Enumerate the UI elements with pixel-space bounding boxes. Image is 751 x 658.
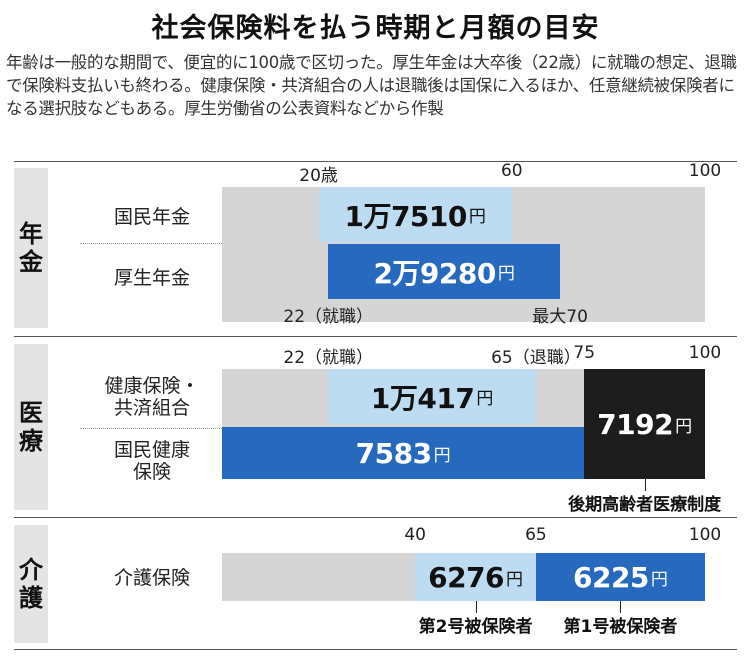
callout-care-insured: 第1号被保険者 (563, 617, 678, 637)
tick-label: 65 (525, 525, 547, 545)
tick-label: 60 (500, 161, 523, 181)
section-tab-care: 介 護 (14, 525, 48, 643)
tick-label: 40 (404, 525, 427, 545)
row-label-line: 共済組合 (113, 397, 190, 419)
section-tab-medical: 医 療 (14, 344, 48, 510)
bar-care-1st-insured: 6225 円 (535, 553, 705, 601)
bar-amount-label: 1万417 (370, 381, 475, 415)
tick-label: 100 (688, 161, 722, 181)
bar-amount-label: 7192 (597, 407, 674, 441)
tick-label-bottom: 最大70 (532, 307, 588, 327)
chart-description: 年齢は一般的な期間で、便宜的に100歳で区切った。厚生年金は大卒後（22歳）に就… (6, 53, 737, 118)
bar-national-pension: 1万7510 円 (318, 187, 512, 242)
tick-label: 20歳 (299, 166, 338, 186)
row-label-line: 国民年金 (113, 206, 190, 228)
bar-amount-unit: 円 (675, 416, 693, 437)
bar-amount-unit: 円 (476, 389, 494, 409)
row-divider (80, 243, 222, 244)
section-tab-char: 医 (19, 399, 43, 427)
section-tab-pension: 年 金 (14, 168, 48, 328)
bar-employee-pension: 2万9280 円 (328, 244, 561, 299)
bar-late-elderly-medical: 7192 円 (584, 369, 705, 479)
tick-label: 75 (573, 343, 596, 363)
tick-label: 100 (688, 525, 722, 545)
section-tab-char: 介 (19, 556, 43, 584)
bar-national-health: 7583 円 (222, 427, 585, 479)
section-tab-bg-medical (14, 344, 48, 510)
section-tab-char: 金 (19, 248, 43, 276)
bar-amount-unit: 円 (506, 569, 524, 590)
row-label-line: 介護保険 (113, 567, 190, 589)
tick-label: 100 (688, 343, 722, 363)
row-label-health-insurance: 健康保険・ 共済組合 (92, 375, 212, 419)
bar-amount-unit: 円 (497, 264, 515, 284)
callout-care-insured: 第2号被保険者 (418, 617, 533, 637)
section-tab-bg-pension (14, 168, 48, 328)
chart-title: 社会保険料を払う時期と月額の目安 (151, 13, 600, 44)
bar-health-insurance: 1万417 円 (328, 369, 536, 424)
bar-amount-unit: 円 (433, 445, 451, 466)
section-tab-bg-care (14, 525, 48, 643)
section-tab-char: 療 (19, 427, 43, 455)
callout-leader (644, 479, 646, 491)
tick-label: 22（就職） (283, 348, 374, 368)
bar-amount-unit: 円 (468, 207, 486, 227)
row-label-line: 保険 (132, 461, 171, 483)
section-divider-1 (14, 336, 737, 337)
section-divider-2 (14, 517, 737, 518)
row-label-national-health: 国民健康 保険 (92, 439, 212, 483)
tick-label-bottom: 22（就職） (283, 307, 374, 327)
row-divider (80, 428, 222, 429)
row-label-line: 国民健康 (113, 439, 190, 461)
callout-leader (620, 601, 622, 613)
callout-leader (475, 601, 477, 613)
row-label-care-insurance: 介護保険 (92, 567, 212, 589)
bar-care-2nd-insured: 6276 円 (415, 553, 536, 601)
bar-amount-label: 2万9280 (373, 256, 496, 290)
bar-amount-unit: 円 (650, 569, 668, 590)
row-label-national-pension: 国民年金 (92, 206, 212, 228)
row-label-line: 健康保険・ (104, 375, 200, 397)
tick-label: 65（退職） (491, 348, 581, 368)
section-divider-top (14, 161, 737, 162)
bar-amount-label: 1万7510 (344, 199, 467, 233)
section-tab-char: 護 (19, 584, 43, 612)
section-divider-bottom (14, 649, 737, 650)
bar-amount-label: 6225 (572, 560, 649, 594)
callout-late-elderly: 後期高齢者医療制度 (568, 495, 722, 515)
bar-amount-label: 6276 (428, 560, 505, 594)
section-tab-char: 年 (19, 220, 43, 248)
row-label-employee-pension: 厚生年金 (92, 267, 212, 289)
bar-amount-label: 7583 (355, 436, 432, 470)
row-label-line: 厚生年金 (113, 267, 190, 289)
